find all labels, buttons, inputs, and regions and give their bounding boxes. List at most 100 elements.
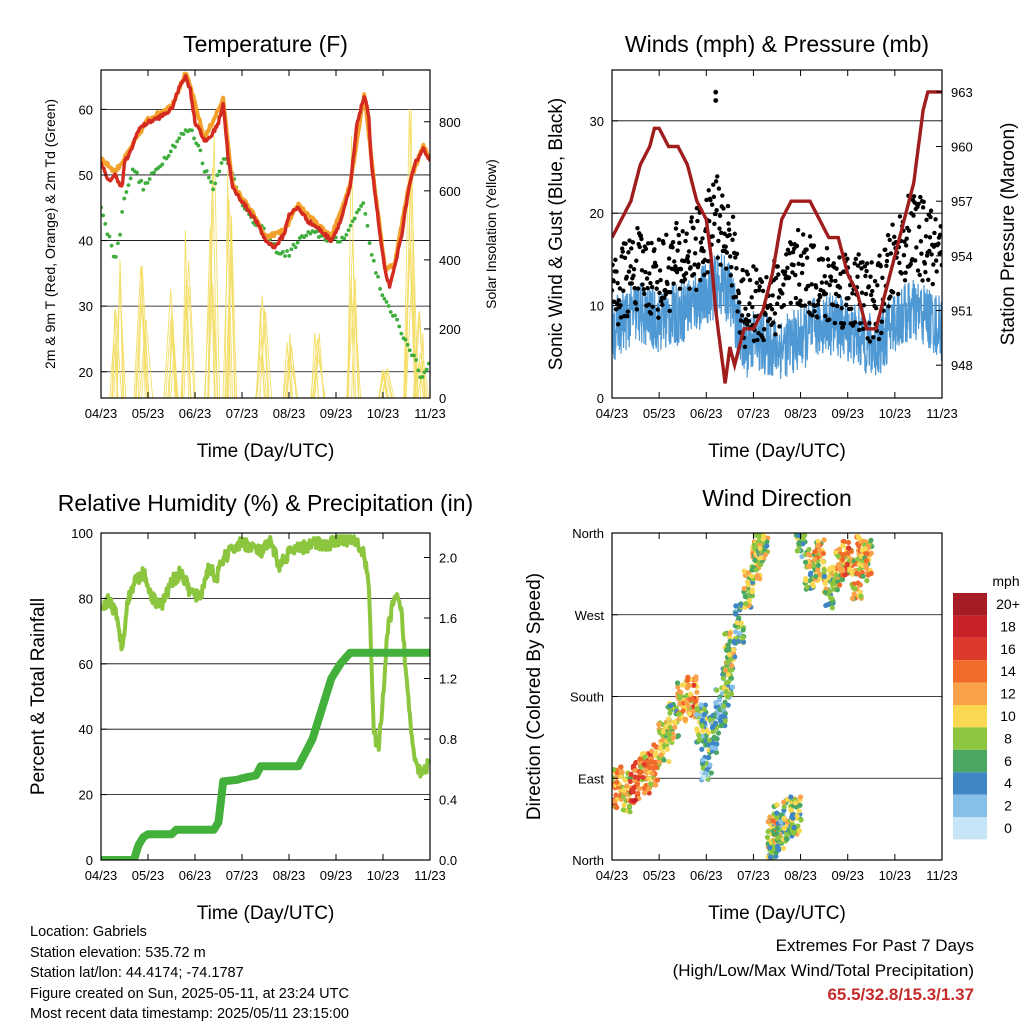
gust-point [684, 231, 689, 236]
gust-point [724, 266, 729, 271]
gust-point [768, 303, 773, 308]
solar-spike [417, 360, 430, 398]
direction-point [707, 717, 713, 723]
direction-point [830, 565, 836, 572]
direction-point [762, 552, 768, 558]
gust-point [819, 280, 825, 285]
gust-point [647, 271, 652, 276]
gust-point [936, 241, 941, 246]
gust-point [787, 251, 792, 256]
direction-point [666, 716, 672, 722]
gust-point [849, 306, 854, 311]
direction-point [627, 809, 633, 815]
direction-point [815, 538, 821, 544]
direction-point [723, 688, 729, 695]
gust-point [649, 240, 654, 246]
gust-point [691, 226, 696, 231]
dewpoint-point [103, 221, 108, 226]
gust-point [875, 283, 880, 288]
y-axis-label: Percent & Total Rainfall [28, 598, 49, 795]
gust-point [708, 197, 713, 203]
solar-spike [109, 309, 123, 398]
plot-frame [611, 69, 943, 399]
direction-point [800, 536, 806, 542]
gust-point [732, 231, 737, 237]
gust-point [716, 186, 722, 191]
gust-point [717, 226, 722, 231]
direction-point [770, 818, 776, 824]
dewpoint-point [192, 136, 196, 141]
gust-point [655, 307, 661, 312]
wind-speed-line [612, 253, 942, 380]
direction-point [760, 536, 766, 542]
direction-point [774, 831, 780, 837]
direction-point [649, 770, 655, 777]
gust-point [649, 284, 655, 290]
gust-point [846, 296, 851, 301]
gust-point [629, 246, 634, 251]
direction-point [833, 572, 839, 578]
solar-spike [310, 332, 319, 398]
gust-point [637, 244, 642, 250]
gust-point [714, 208, 719, 213]
gust-point [798, 298, 803, 303]
gust-point [640, 282, 645, 287]
gust-point [613, 257, 618, 263]
gust-point [876, 336, 882, 342]
gust-point [823, 313, 828, 319]
gust-point [734, 251, 740, 256]
gust-point [916, 224, 922, 230]
gust-point [635, 226, 640, 231]
gust-point [692, 251, 698, 256]
gust-point [667, 308, 672, 314]
direction-point [701, 706, 707, 712]
direction-point [733, 603, 739, 609]
direction-point [632, 797, 639, 803]
direction-point [641, 761, 647, 767]
gust-point [928, 208, 934, 213]
y-axis-label: Direction (Colored By Speed) [524, 573, 545, 820]
gust-point [860, 326, 866, 332]
gust-point [627, 238, 632, 243]
direction-point [660, 728, 666, 735]
direction-point [628, 771, 634, 777]
direction-point [730, 647, 737, 653]
legend-swatch [953, 593, 987, 616]
direction-point [868, 537, 874, 543]
gust-point [855, 274, 860, 279]
gust-point [713, 211, 718, 217]
solar-spike [404, 166, 419, 398]
direction-point [727, 638, 733, 644]
direction-point [860, 573, 866, 579]
direction-point [646, 776, 652, 782]
gust-point [713, 98, 719, 103]
direction-point [767, 845, 773, 851]
gust-point [773, 275, 779, 281]
gust-point [883, 247, 888, 252]
gust-point [837, 255, 842, 260]
gust-point [771, 320, 776, 325]
gust-point [825, 257, 831, 262]
gust-point [911, 213, 916, 218]
panel-1: 04/23 05/23 06/23 07/23 08/23 09/23 10/23 11/23… [42, 31, 499, 462]
gust-point [729, 264, 734, 270]
direction-point [815, 562, 821, 569]
y-tick-label: 20 [79, 365, 93, 380]
gust-point [644, 276, 650, 281]
direction-point [781, 804, 787, 810]
direction-point [652, 751, 659, 757]
direction-point [774, 802, 780, 808]
x-axis-label: Time (Day/UTC) [708, 441, 846, 462]
direction-point [753, 567, 759, 573]
gust-point [616, 298, 621, 303]
direction-point [627, 778, 633, 784]
gust-point [666, 265, 671, 270]
y2-tick-label: 954 [951, 249, 973, 264]
direction-point [855, 533, 861, 540]
direction-point [713, 745, 719, 751]
gust-point [746, 319, 752, 324]
gust-point [729, 283, 735, 288]
elevation-text: Station elevation: 535.72 m [30, 944, 206, 961]
gust-point [897, 260, 902, 266]
gust-point [861, 303, 866, 308]
